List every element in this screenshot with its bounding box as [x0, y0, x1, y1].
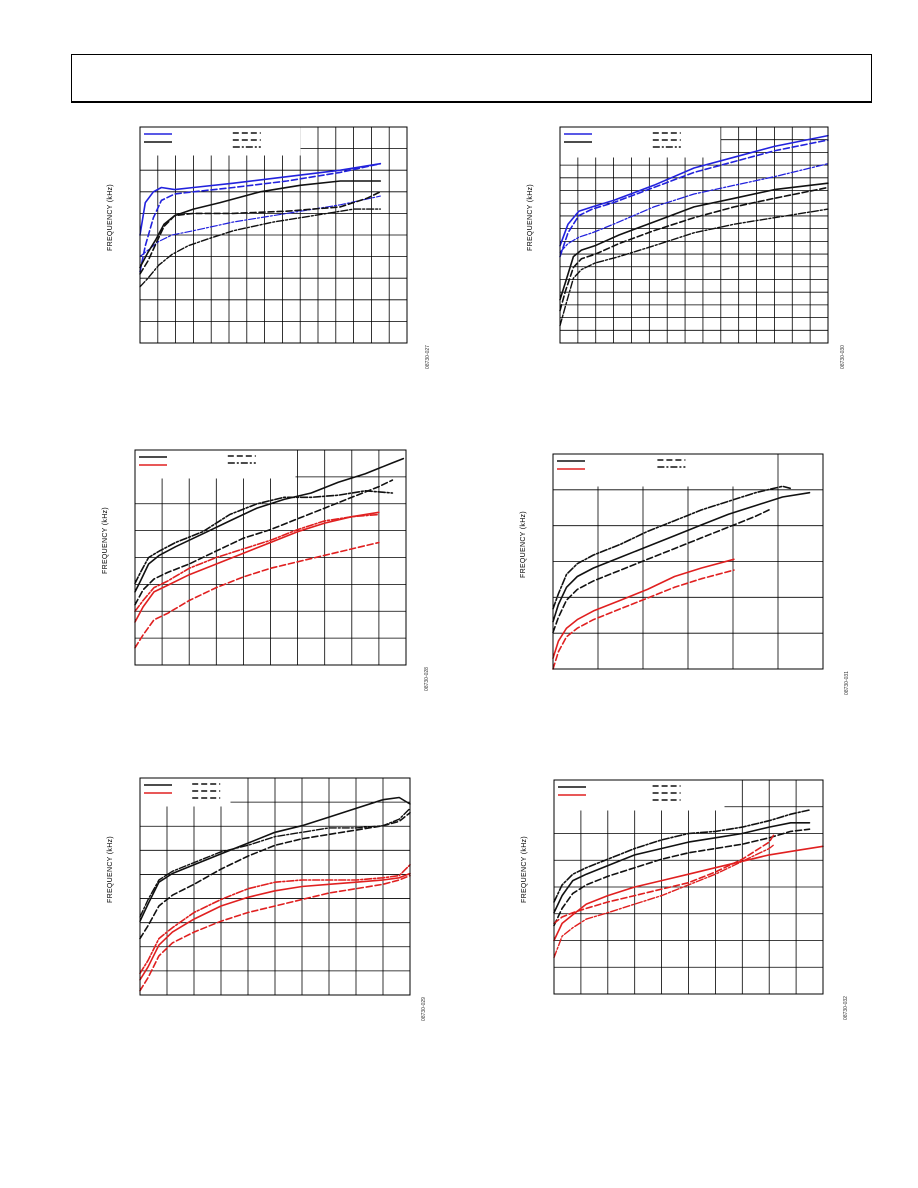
- legend: [553, 454, 734, 487]
- chart-svg: [553, 779, 824, 995]
- series-line: [134, 490, 394, 585]
- series-line: [134, 511, 380, 623]
- legend: [140, 778, 231, 807]
- y-axis-label: FREQUENCY (kHz): [101, 506, 109, 574]
- plot-frame: [134, 449, 407, 666]
- series-line: [559, 139, 829, 258]
- series-line: [559, 186, 829, 312]
- series-line: [139, 208, 381, 288]
- series-line: [552, 491, 811, 623]
- legend: [135, 450, 296, 479]
- series-line: [552, 485, 792, 610]
- plot-frame: [559, 126, 829, 344]
- series-line: [553, 828, 811, 927]
- figure-code: 08730-028: [423, 667, 430, 691]
- series-line: [559, 182, 829, 301]
- legend: [554, 780, 725, 811]
- series-line: [139, 874, 411, 992]
- y-axis-label: FREQUENCY (kHz): [106, 835, 114, 903]
- y-axis-label: FREQUENCY (kHz): [520, 836, 528, 904]
- series-line: [139, 864, 411, 975]
- legend: [560, 127, 721, 158]
- series-line: [552, 509, 770, 634]
- grid: [135, 450, 406, 665]
- y-axis-label: FREQUENCY (kHz): [519, 510, 527, 578]
- chart-svg: [139, 777, 411, 996]
- series-line: [553, 845, 824, 942]
- series-line: [139, 162, 382, 236]
- plot-frame: [553, 779, 824, 995]
- figure-code: 08730-027: [424, 345, 431, 369]
- chart-svg: [134, 449, 407, 666]
- series-line: [134, 479, 394, 606]
- plot-frame: [139, 777, 411, 996]
- series-line: [139, 796, 411, 922]
- series-line: [552, 569, 735, 670]
- chart-svg: [552, 453, 824, 670]
- series-line: [134, 457, 405, 593]
- series-line: [559, 208, 829, 327]
- figure-code: 08730-031: [843, 671, 850, 695]
- grid: [554, 780, 823, 994]
- series-line: [553, 843, 776, 959]
- series-line: [139, 872, 411, 981]
- grid: [553, 454, 823, 669]
- figure-code: 08730-032: [842, 996, 849, 1020]
- series-line: [559, 163, 829, 253]
- y-axis-label: FREQUENCY (kHz): [526, 184, 534, 252]
- plot-frame: [552, 453, 824, 670]
- series-line: [139, 162, 382, 273]
- series-line: [134, 541, 380, 649]
- series-line: [139, 811, 411, 940]
- grid: [140, 127, 407, 343]
- series-line: [552, 558, 735, 660]
- series-line: [134, 513, 380, 613]
- y-axis-label: FREQUENCY (kHz): [106, 184, 114, 252]
- chart-svg: [559, 126, 829, 344]
- series-line: [139, 180, 382, 269]
- grid: [560, 127, 828, 343]
- page-header-box: [71, 54, 872, 103]
- chart-svg: [139, 126, 408, 344]
- figure-code: 08730-029: [420, 997, 427, 1021]
- series-line: [553, 822, 811, 914]
- plot-frame: [139, 126, 408, 344]
- series-line: [559, 134, 829, 247]
- legend: [140, 127, 301, 156]
- figure-code: 08730-030: [839, 345, 846, 369]
- series-line: [139, 191, 382, 275]
- series-line: [553, 832, 776, 925]
- series-line: [553, 809, 811, 903]
- legend-background: [553, 454, 734, 487]
